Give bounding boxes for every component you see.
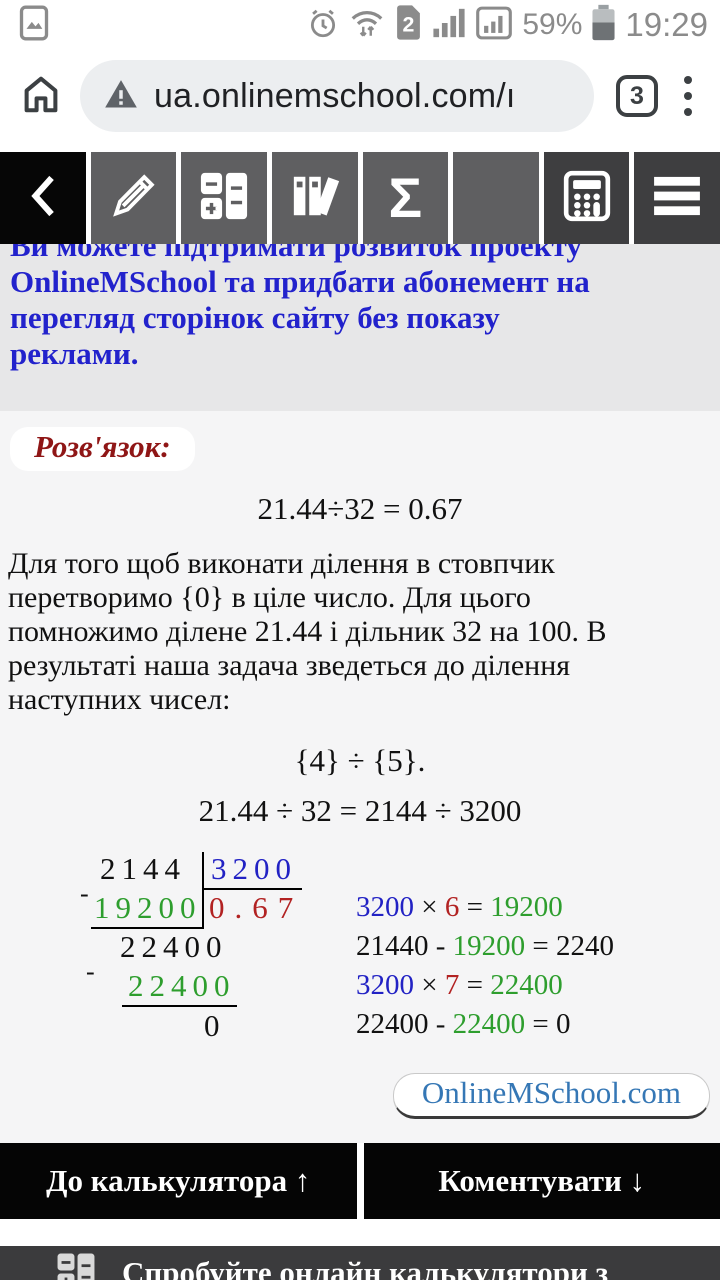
explanation-paragraph: Для того щоб виконати ділення в стовпчик… xyxy=(8,547,607,716)
hamburger-icon xyxy=(652,175,702,222)
browser-address-bar: ua.onlinemschool.com/ı 3 xyxy=(0,48,720,144)
final-remainder: 0 xyxy=(204,1008,226,1043)
to-calculator-button[interactable]: До калькулятора ↑ xyxy=(0,1143,357,1219)
long-division-diagram: 2144 3200 - 19200 0.67 22400 - 22400 0 3… xyxy=(8,849,712,1047)
battery-percent: 59% xyxy=(522,8,583,41)
formulas-button[interactable]: Σ xyxy=(362,152,449,244)
alarm-icon xyxy=(306,6,340,45)
roaming-signal-icon xyxy=(475,6,513,45)
watermark-link[interactable]: OnlineMSchool.com xyxy=(392,1073,710,1119)
division-step-3: 3200 × 7 = 22400 xyxy=(356,969,563,1001)
division-step-1: 3200 × 6 = 19200 xyxy=(356,891,563,923)
menu-button[interactable] xyxy=(634,152,720,244)
remainder-1: 22400 xyxy=(120,929,228,964)
minus-sign-2: - xyxy=(86,957,95,986)
books-icon xyxy=(290,171,340,226)
minus-sign-1: - xyxy=(80,879,89,908)
sim-card-icon: 2 xyxy=(394,4,423,46)
site-warning-icon[interactable] xyxy=(102,75,140,118)
spacer xyxy=(0,1219,720,1246)
signal-strength-icon xyxy=(432,7,466,44)
calculator-button[interactable] xyxy=(543,152,630,244)
equation-result: 21.44÷32 = 0.67 xyxy=(257,491,463,526)
edit-button[interactable] xyxy=(90,152,177,244)
back-button[interactable] xyxy=(0,152,86,244)
battery-icon xyxy=(591,4,616,46)
support-banner-link[interactable]: Ви можете підтримати розвиток проекту On… xyxy=(10,244,590,371)
site-toolbar: Σ xyxy=(0,152,720,244)
try-calculators-text: Спробуйте онлайн калькулятори з xyxy=(122,1255,609,1280)
back-chevron-icon xyxy=(24,171,62,226)
clock-time: 19:29 xyxy=(625,6,708,43)
support-banner: Ви можете підтримати розвиток проекту On… xyxy=(0,244,720,411)
calculators-button[interactable] xyxy=(181,152,267,244)
action-buttons: До калькулятора ↑ Коментувати ↓ xyxy=(0,1143,720,1219)
tab-count: 3 xyxy=(630,81,644,110)
division-quotient-line xyxy=(202,888,302,890)
empty-toolbar-cell xyxy=(453,152,539,244)
sim-badge: 2 xyxy=(403,13,415,37)
tab-switcher-button[interactable]: 3 xyxy=(616,75,658,117)
solution-heading: Розв'язок: xyxy=(10,427,195,471)
pencil-icon xyxy=(106,169,160,228)
subtrahend-2: 22400 xyxy=(128,968,236,1003)
equation-conversion: 21.44 ÷ 32 = 2144 ÷ 3200 xyxy=(198,793,522,828)
subtrahend-1: 19200 xyxy=(94,890,202,925)
try-calculators-banner[interactable]: Спробуйте онлайн калькулятори з xyxy=(0,1246,720,1280)
home-button[interactable] xyxy=(18,71,64,122)
division-underline-1 xyxy=(91,927,204,929)
wifi-icon xyxy=(349,5,385,46)
dividend: 2144 xyxy=(100,851,186,886)
status-bar: 2 59% 19:29 xyxy=(0,0,720,48)
calculator-icon xyxy=(560,169,614,228)
screenshot-icon xyxy=(14,3,54,48)
library-button[interactable] xyxy=(271,152,358,244)
division-step-2: 21440 - 19200 = 2240 xyxy=(356,930,615,962)
division-step-4: 22400 - 22400 = 0 xyxy=(356,1008,571,1040)
equation-template: {4} ÷ {5}. xyxy=(294,743,426,778)
comment-button[interactable]: Коментувати ↓ xyxy=(363,1143,720,1219)
browser-menu-button[interactable] xyxy=(674,70,702,122)
divisor: 3200 xyxy=(211,851,297,886)
watermark-row: OnlineMSchool.com xyxy=(8,1073,712,1119)
division-underline-2 xyxy=(122,1005,237,1007)
math-operations-icon xyxy=(199,171,249,226)
solution-section: Розв'язок: 21.44÷32 = 0.67 Для того щоб … xyxy=(0,411,720,1143)
url-bar[interactable]: ua.onlinemschool.com/ı xyxy=(80,60,594,132)
mini-calculator-icon xyxy=(56,1252,96,1280)
quotient: 0.67 xyxy=(209,890,304,925)
url-text: ua.onlinemschool.com/ı xyxy=(154,76,516,115)
sigma-icon: Σ xyxy=(388,166,423,229)
division-vertical-line xyxy=(202,852,204,929)
